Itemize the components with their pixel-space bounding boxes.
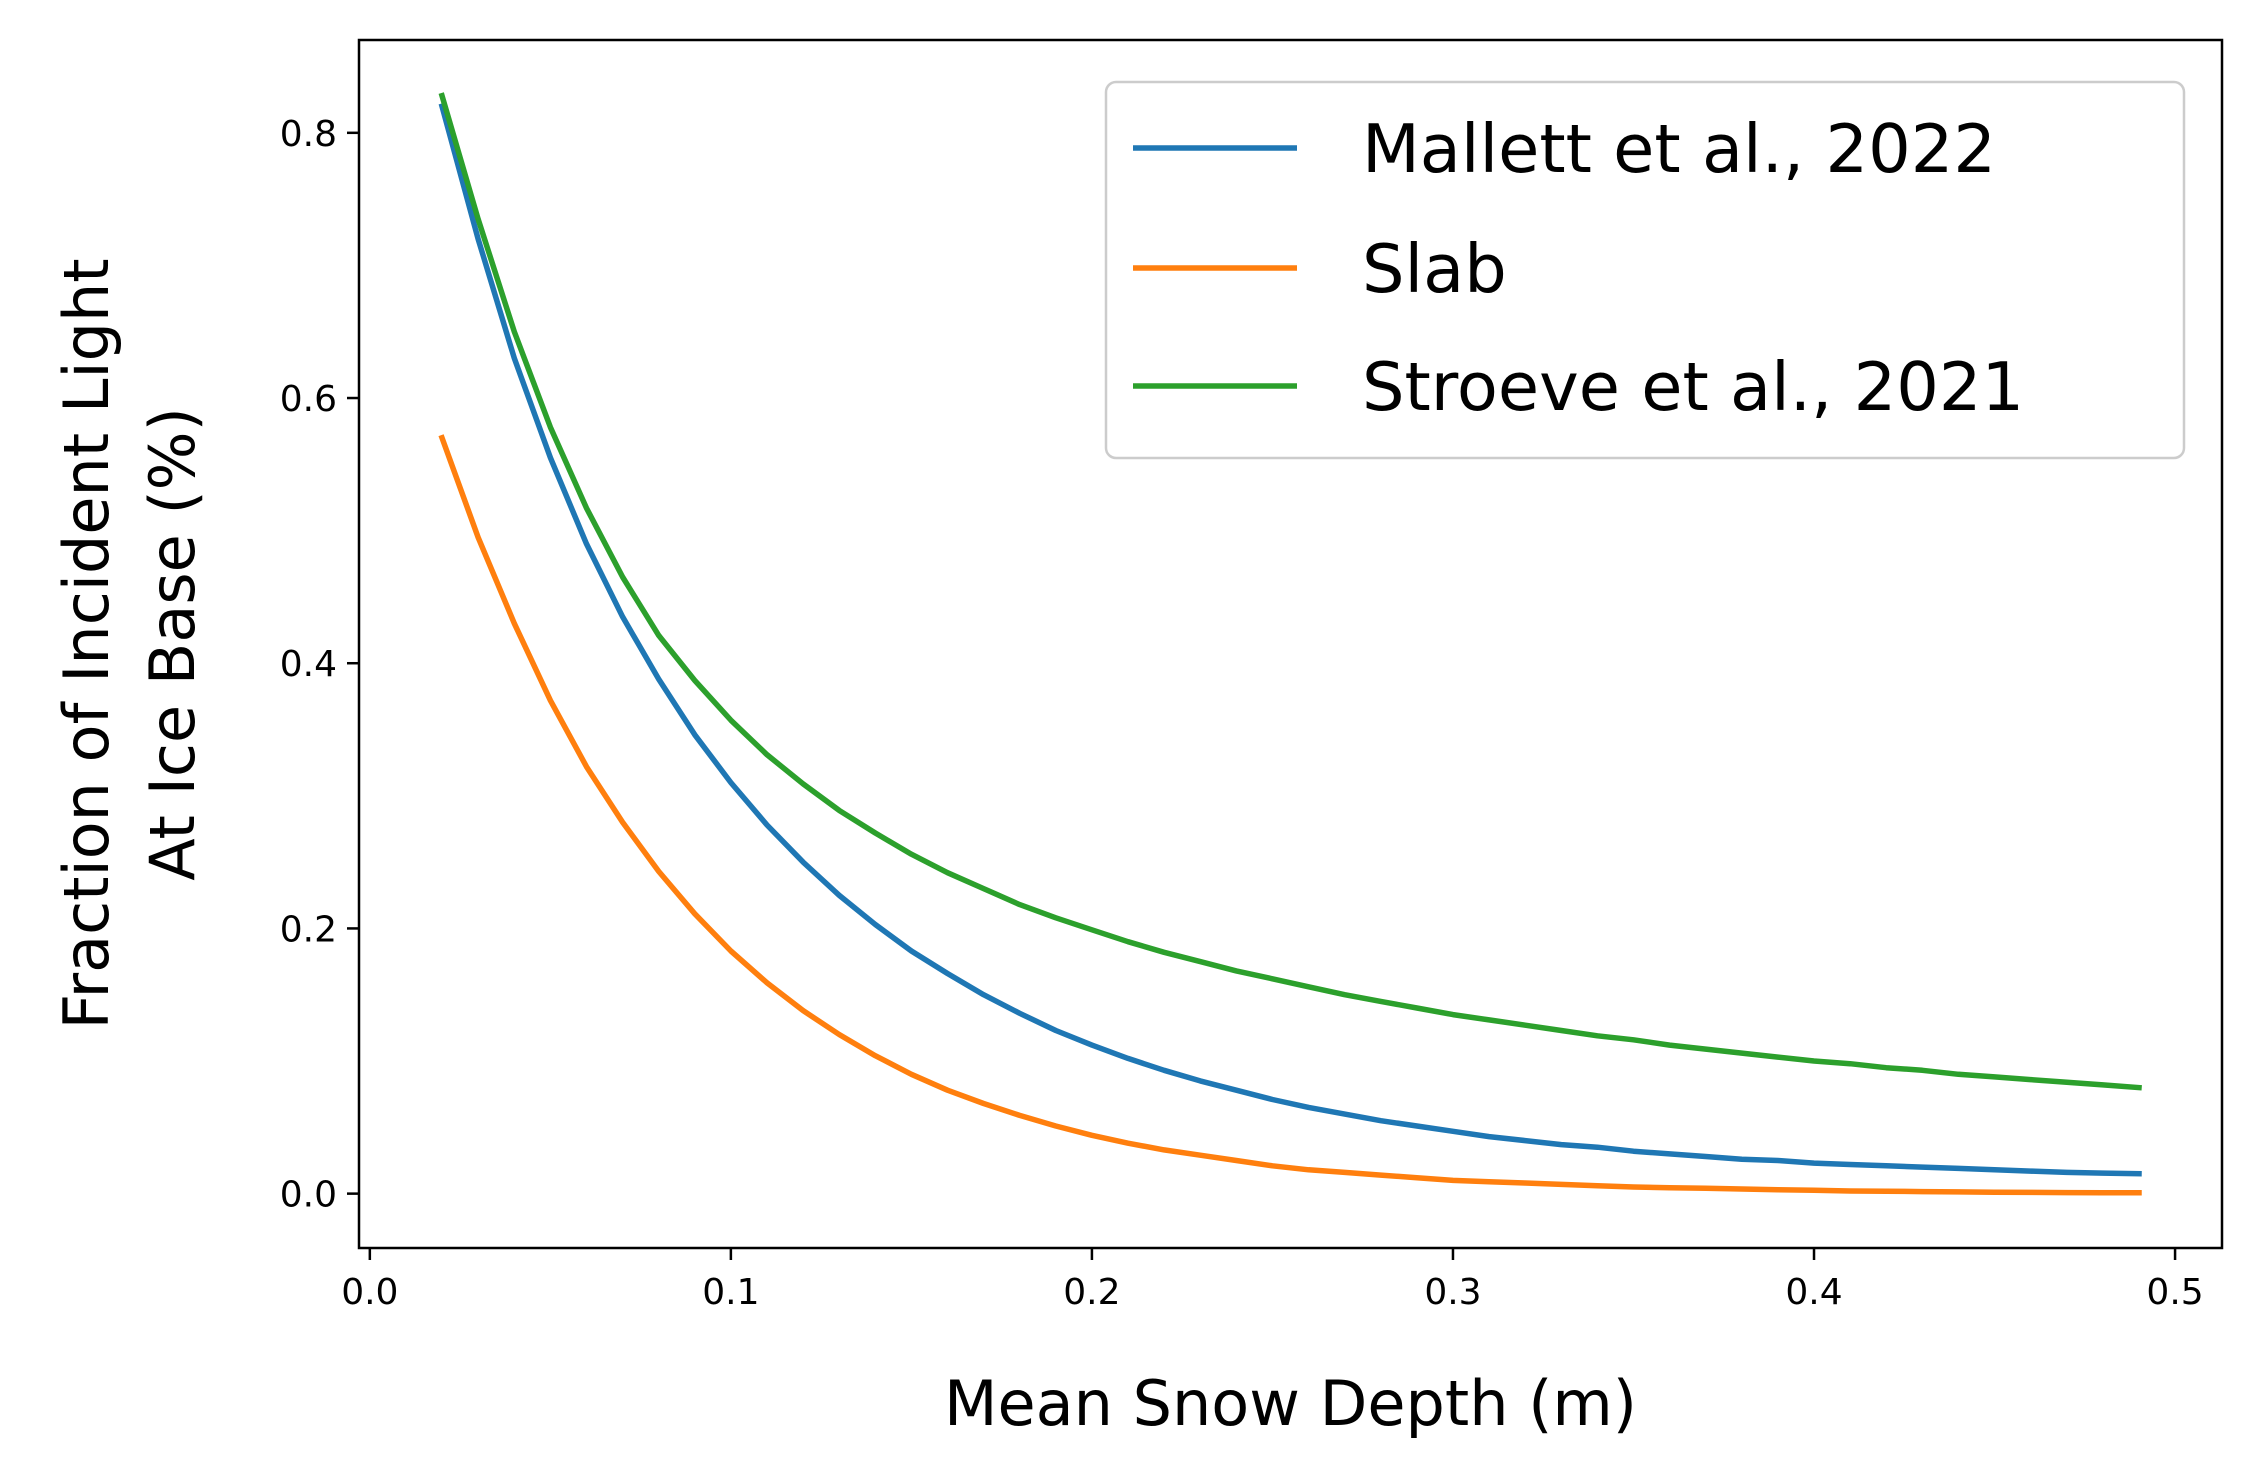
series-layer — [438, 92, 2142, 1196]
y-tick-label: 0.2 — [280, 909, 337, 950]
y-tick-label: 0.6 — [280, 379, 337, 420]
x-tick-label: 0.5 — [2146, 1272, 2203, 1313]
x-tick-label: 0.1 — [702, 1272, 759, 1313]
x-tick-label: 0.3 — [1424, 1272, 1481, 1313]
legend-label-0: Mallett et al., 2022 — [1362, 110, 1996, 188]
x-axis: 0.0 0.1 0.2 0.3 0.4 0.5 — [341, 1248, 2204, 1313]
y-tick-label: 0.8 — [280, 114, 337, 155]
plot-frame — [357, 38, 2224, 1250]
legend-label-2: Stroeve et al., 2021 — [1362, 348, 2024, 426]
series-line-2 — [438, 92, 2142, 1091]
x-axis-label: Mean Snow Depth (m) — [944, 1367, 1637, 1440]
y-tick-label: 0.0 — [280, 1175, 337, 1216]
y-axis-label-line-1: Fraction of Incident Light — [50, 258, 123, 1029]
y-axis-label: Fraction of Incident Light At Ice Base (… — [50, 258, 209, 1029]
x-tick-label: 0.4 — [1785, 1272, 1842, 1313]
legend-label-1: Slab — [1362, 230, 1507, 308]
series-line-1 — [438, 434, 2142, 1196]
y-axis-label-line-2: At Ice Base (%) — [136, 407, 209, 881]
series-line-0 — [438, 102, 2142, 1177]
x-tick-label: 0.0 — [341, 1272, 398, 1313]
x-tick-label: 0.2 — [1063, 1272, 1120, 1313]
legend: Mallett et al., 2022 Slab Stroeve et al., … — [1104, 80, 2186, 460]
y-tick-label: 0.4 — [280, 644, 337, 685]
legend-box — [1104, 80, 2186, 460]
y-axis: 0.0 0.2 0.4 0.6 0.8 — [280, 114, 359, 1216]
